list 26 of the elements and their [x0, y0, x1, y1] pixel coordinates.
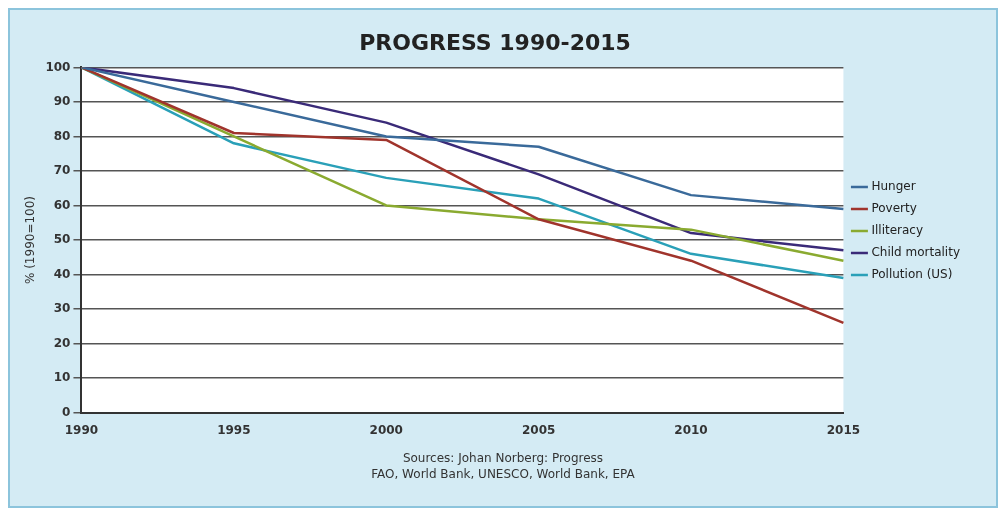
x-tick-label: 1995 — [217, 422, 251, 437]
x-tick-label: 2010 — [674, 422, 708, 437]
legend-label: Hunger — [871, 179, 916, 194]
y-tick-label: 100 — [45, 59, 71, 74]
text: FAO, World Bank, UNESCO, World Bank, EPA — [370, 466, 636, 482]
x-tick-label: 2005 — [521, 422, 556, 437]
y-tick-label: 70 — [53, 163, 71, 178]
legend-label: Pollution (US) — [871, 267, 953, 282]
y-tick-label: 90 — [53, 94, 71, 109]
y-axis-title: % (1990=100) — [23, 195, 38, 285]
x-tick-label: 2015 — [826, 422, 861, 437]
y-tick-label: 0 — [62, 404, 71, 419]
x-tick-label: 2000 — [369, 422, 403, 437]
y-tick-label: 10 — [53, 370, 71, 385]
y-tick-label: 50 — [53, 232, 71, 247]
x-tick-label: 1990 — [64, 422, 99, 437]
y-tick-label: 60 — [53, 197, 71, 212]
legend-label: Illiteracy — [871, 223, 924, 238]
y-tick-label: 80 — [53, 128, 71, 143]
y-tick-label: 30 — [53, 301, 71, 316]
legend-label: Poverty — [871, 201, 917, 216]
y-tick-label: 40 — [53, 266, 71, 281]
legend-label: Child mortality — [871, 245, 961, 260]
chart-title: PROGRESS 1990-2015 — [359, 29, 631, 55]
source-note: Sources: Johan Norberg: Progress — [401, 450, 605, 466]
y-tick-label: 20 — [53, 335, 71, 350]
